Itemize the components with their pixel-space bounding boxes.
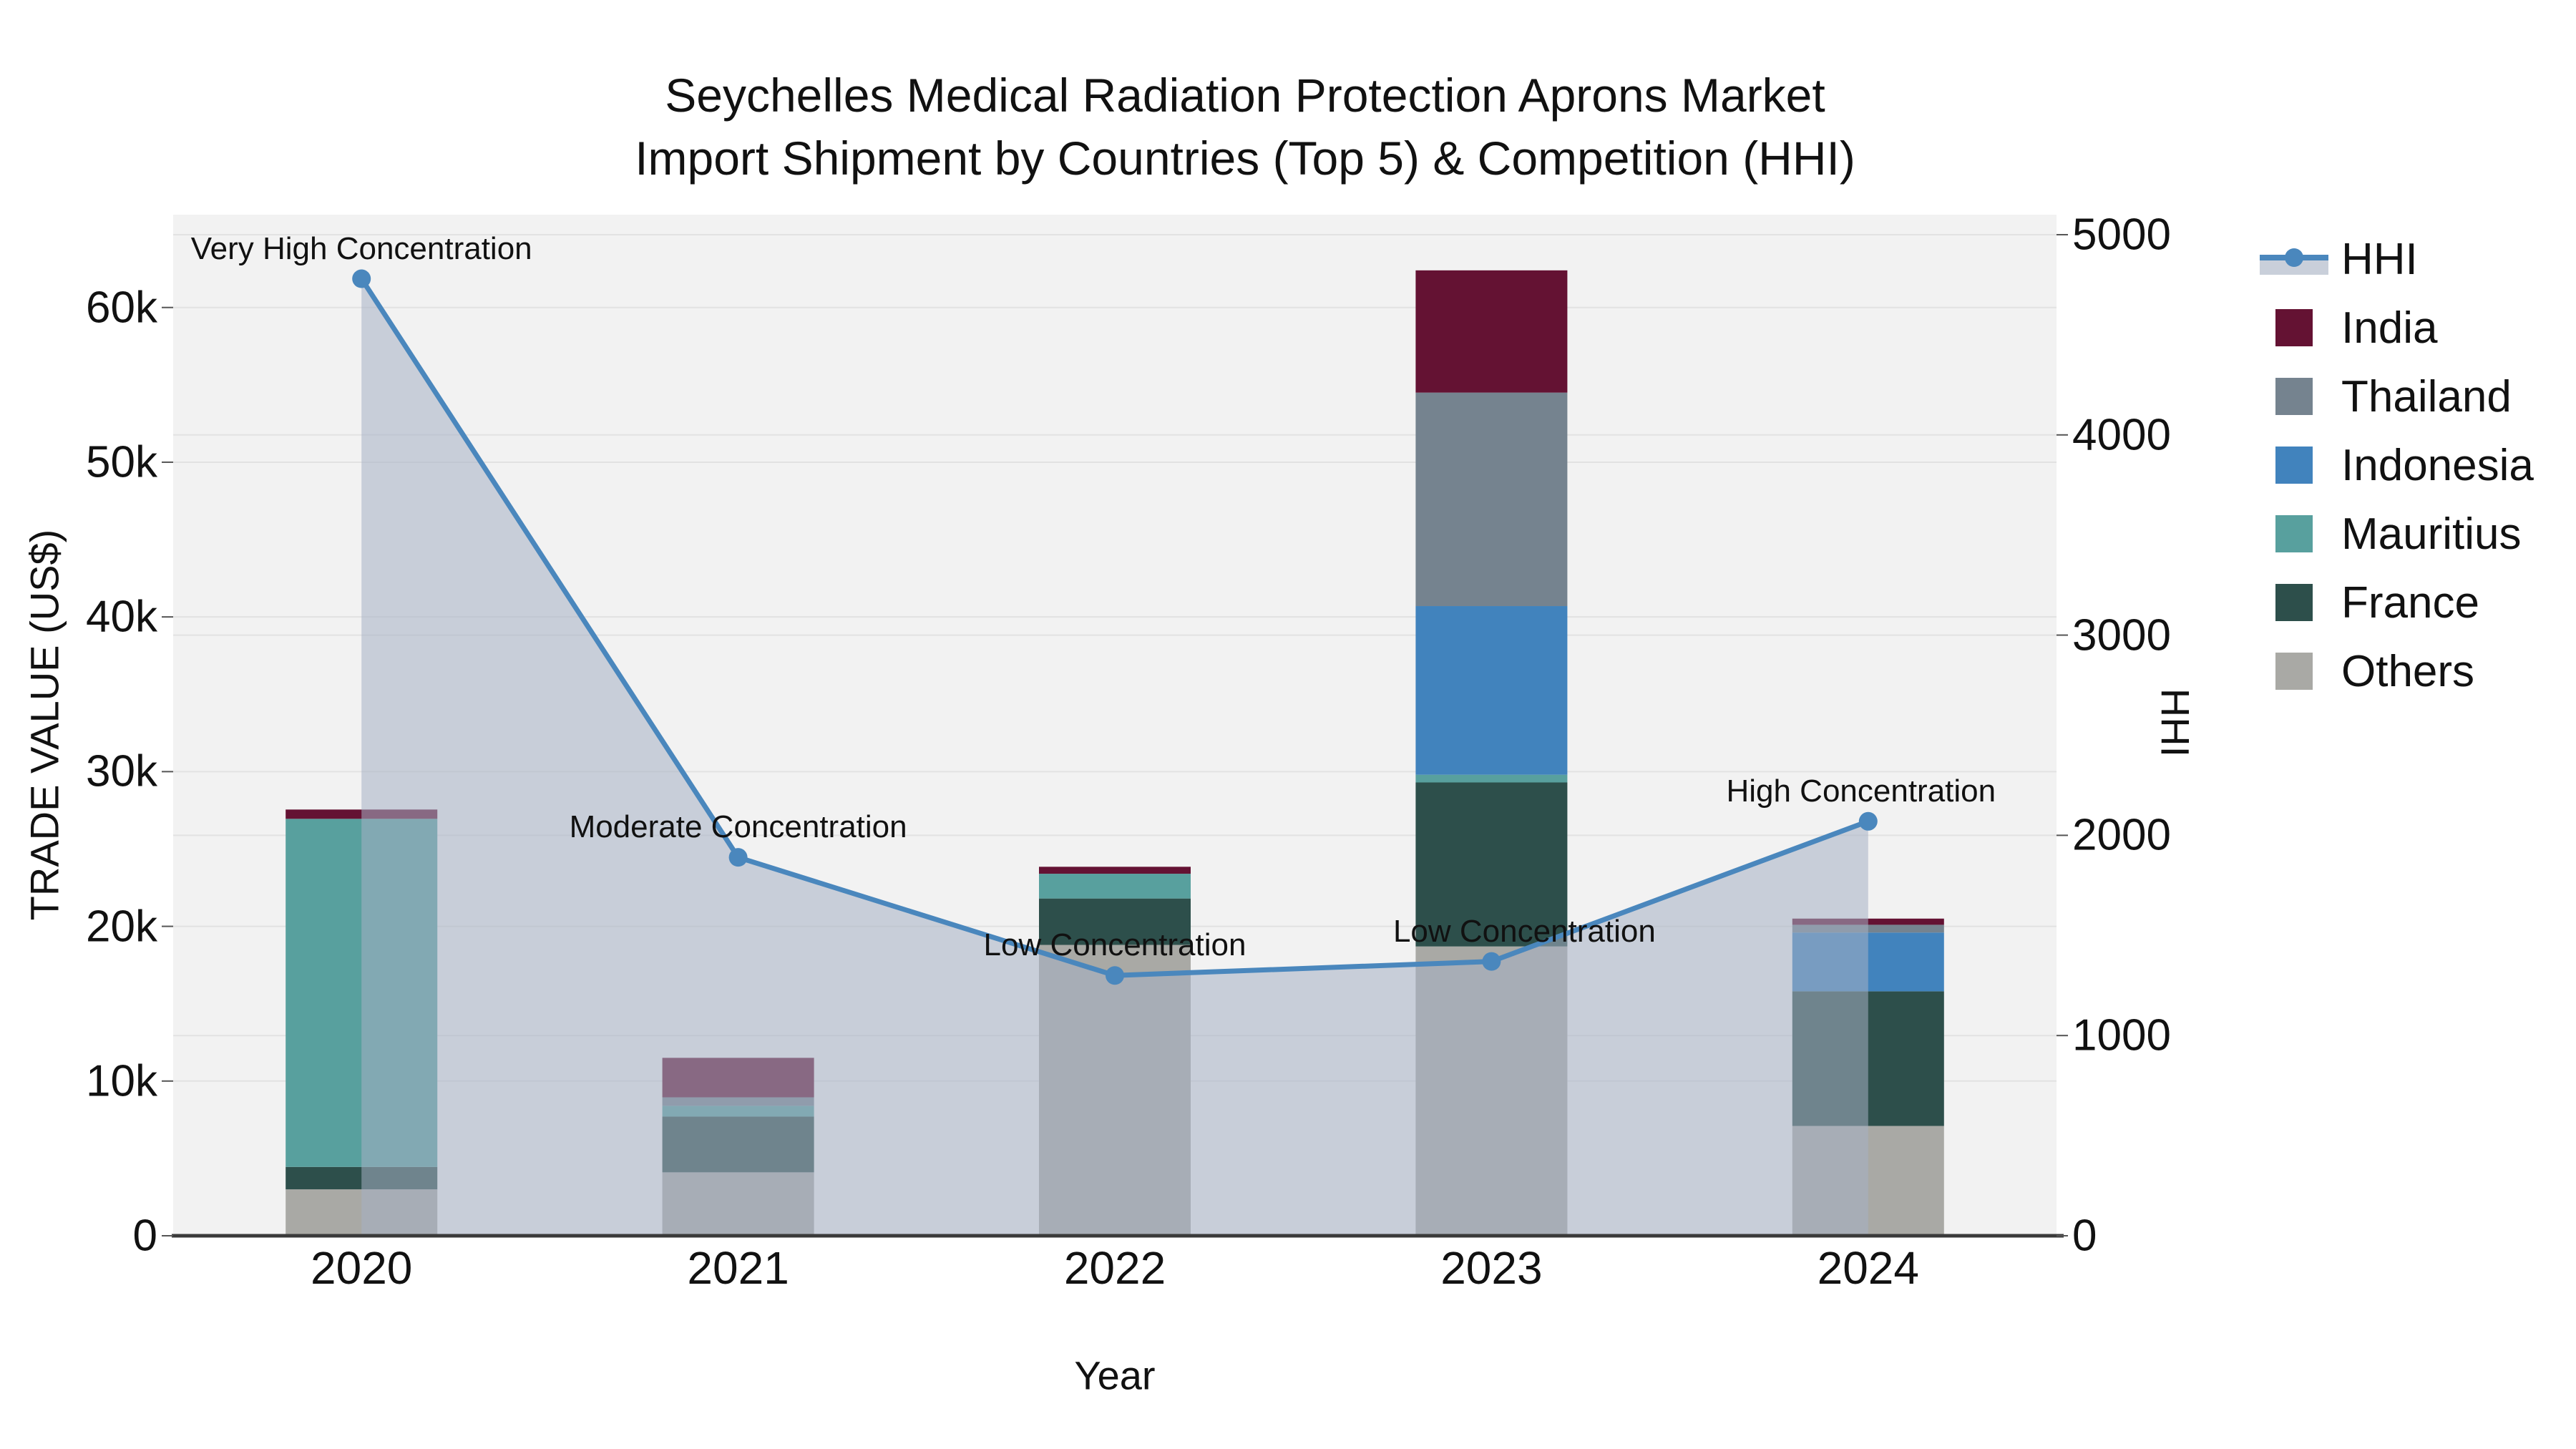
- annotation-2024: High Concentration: [1726, 773, 1996, 809]
- legend-item-france[interactable]: France: [2254, 568, 2534, 637]
- left-axis-title: TRADE VALUE (US$): [21, 529, 67, 921]
- legend-label: Thailand: [2341, 371, 2512, 421]
- x-tick-label-2023: 2023: [1440, 1242, 1543, 1294]
- hhi-point: [728, 848, 748, 867]
- india-swatch-icon: [2254, 309, 2334, 346]
- chart-title-line2: Import Shipment by Countries (Top 5) & C…: [635, 132, 1855, 185]
- right-tick-label: 0: [2072, 1211, 2097, 1261]
- left-tick-label: 20k: [86, 902, 157, 952]
- legend: HHI India Thailand Indonesia Mauritius France…: [2254, 225, 2534, 706]
- legend-label: Mauritius: [2341, 509, 2522, 559]
- legend-label: Others: [2341, 646, 2475, 696]
- legend-item-hhi[interactable]: HHI: [2254, 225, 2534, 293]
- others-swatch-icon: [2254, 653, 2334, 690]
- hhi-point: [1482, 952, 1501, 971]
- right-tick-label: 3000: [2072, 610, 2171, 660]
- annotation-2021: Moderate Concentration: [569, 809, 907, 845]
- left-tick-label: 0: [132, 1211, 157, 1261]
- indonesia-swatch-icon: [2254, 447, 2334, 484]
- bar-segment-france: [1415, 782, 1568, 947]
- legend-item-thailand[interactable]: Thailand: [2254, 362, 2534, 431]
- right-tick-label: 5000: [2072, 210, 2171, 260]
- legend-item-others[interactable]: Others: [2254, 637, 2534, 706]
- thailand-swatch-icon: [2254, 378, 2334, 415]
- x-tick-label-2020: 2020: [311, 1242, 413, 1294]
- left-tick-label: 40k: [86, 592, 157, 642]
- hhi-point: [352, 269, 371, 288]
- x-tick-label-2024: 2024: [1817, 1242, 1919, 1294]
- legend-label: Indonesia: [2341, 440, 2534, 490]
- mauritius-swatch-icon: [2254, 515, 2334, 552]
- left-tick-label: 10k: [86, 1056, 157, 1106]
- annotation-2020: Very High Concentration: [190, 230, 532, 266]
- legend-label: India: [2341, 303, 2438, 353]
- left-tick-label: 50k: [86, 437, 157, 487]
- right-tick-label: 4000: [2072, 410, 2171, 460]
- x-axis-title: Year: [1074, 1352, 1156, 1398]
- annotation-2022: Low Concentration: [983, 927, 1246, 963]
- hhi-point: [1858, 811, 1878, 831]
- bar-segment-india: [1039, 867, 1191, 874]
- bar-segment-mauritius: [1039, 874, 1191, 899]
- hhi-line-icon: [2254, 243, 2334, 275]
- hhi-area: [361, 278, 1868, 1236]
- bar-segment-indonesia: [1415, 606, 1568, 775]
- legend-label: HHI: [2341, 234, 2418, 284]
- left-tick-label: 30k: [86, 746, 157, 796]
- hhi-point: [1106, 966, 1124, 985]
- x-tick-label-2022: 2022: [1063, 1242, 1166, 1294]
- legend-label: France: [2341, 577, 2479, 628]
- legend-item-indonesia[interactable]: Indonesia: [2254, 431, 2534, 499]
- x-tick-label-2021: 2021: [687, 1242, 789, 1294]
- chart-title-line1: Seychelles Medical Radiation Protection …: [665, 69, 1825, 122]
- right-tick-label: 2000: [2072, 810, 2171, 860]
- annotation-2023: Low Concentration: [1392, 913, 1656, 949]
- right-axis-title: HHI: [2152, 688, 2198, 758]
- bar-segment-mauritius: [1415, 774, 1568, 783]
- legend-item-india[interactable]: India: [2254, 293, 2534, 362]
- bar-segment-thailand: [1415, 392, 1568, 607]
- bar-segment-india: [1415, 270, 1568, 393]
- france-swatch-icon: [2254, 584, 2334, 621]
- bar-segment-france: [1039, 898, 1191, 945]
- left-tick-label: 60k: [86, 283, 157, 333]
- legend-item-mauritius[interactable]: Mauritius: [2254, 499, 2534, 568]
- right-tick-label: 1000: [2072, 1010, 2171, 1060]
